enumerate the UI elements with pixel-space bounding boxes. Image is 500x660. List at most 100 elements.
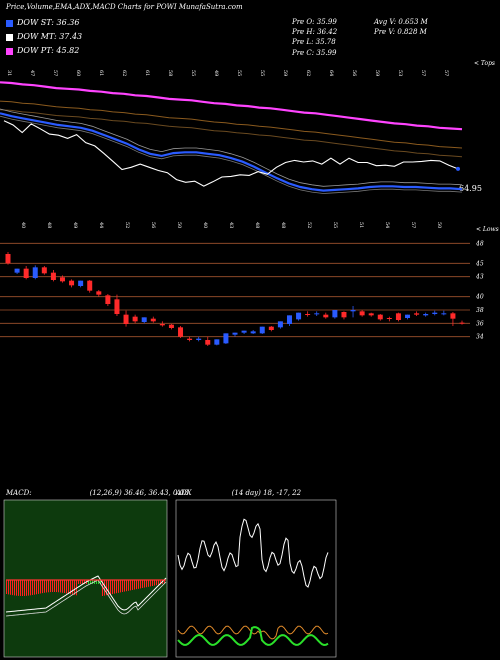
top-tick-label: 57 — [420, 70, 426, 76]
macd-histogram-bar — [8, 580, 9, 595]
legend-dow-st: DOW ST: 36.36 — [6, 18, 79, 27]
top-tick-label: 57 — [52, 70, 58, 76]
macd-histogram-bar — [102, 580, 103, 596]
legend-swatch-blue — [6, 19, 13, 27]
ema-line-grey-2 — [0, 115, 463, 194]
macd-histogram-bar — [62, 580, 63, 593]
macd-histogram-bar — [64, 580, 65, 594]
ema-line-grey-1 — [0, 108, 463, 187]
macd-histogram-bar — [104, 580, 105, 596]
top-tick-label: 61 — [144, 70, 150, 76]
top-tick-label: 47 — [29, 70, 35, 76]
top-tick-label: 59 — [282, 70, 288, 76]
macd-histogram-bar — [68, 580, 69, 594]
ema-line-brown-1 — [0, 100, 463, 149]
macd-histogram-bar — [146, 580, 147, 588]
bottom-tick-label: 44 — [98, 222, 104, 228]
bottom-tick-label: 43 — [228, 222, 234, 228]
candle-body — [159, 324, 165, 326]
candle-body — [250, 331, 256, 334]
candle-body — [359, 311, 365, 316]
macd-histogram-bar — [38, 580, 39, 594]
candle-body — [305, 314, 311, 315]
macd-histogram-bar — [66, 580, 67, 594]
macd-histogram-bar — [32, 580, 33, 596]
candle-body — [386, 318, 392, 319]
macd-histogram-bar — [118, 580, 119, 593]
macd-line — [5, 575, 167, 613]
bottom-tick-label: 49 — [72, 222, 78, 228]
candle-body — [423, 314, 429, 316]
macd-histogram-bar — [128, 580, 129, 591]
macd-histogram-bar — [134, 580, 135, 590]
tops-label: < Tops — [474, 60, 496, 67]
macd-title: MACD: (12,26,9) 36.46, 36.43, 0.03 — [6, 489, 189, 497]
candle-body — [395, 313, 401, 320]
bottom-tick-label: 48 — [280, 222, 286, 228]
macd-histogram-bar — [12, 580, 13, 596]
candle-body — [168, 324, 174, 328]
candle-body — [232, 332, 238, 335]
top-tick-label: 31 — [6, 70, 12, 76]
stat-low: Pre L: 35.78 — [292, 38, 336, 47]
macd-histogram-bar — [44, 580, 45, 593]
candle-body — [59, 277, 65, 282]
macd-histogram-bar — [22, 580, 23, 596]
stats-ohlc: Pre O: 35.99 Pre H: 36.42 Pre L: 35.78 P… — [292, 17, 337, 58]
candle-body — [259, 326, 265, 334]
macd-histogram-bar — [164, 580, 165, 584]
candle-body — [196, 338, 202, 340]
candle-body — [78, 280, 84, 286]
macd-histogram-bar — [98, 580, 99, 584]
macd-histogram-bar — [24, 580, 25, 596]
candle-body — [405, 314, 411, 318]
candle-body — [241, 330, 247, 333]
macd-signal-line — [5, 579, 167, 617]
macd-histogram-bar — [92, 580, 93, 584]
macd-histogram-bar — [18, 580, 19, 596]
candle-body — [187, 338, 193, 340]
macd-histogram-bar — [26, 580, 27, 596]
chart-title: Price,Volume,EMA,ADX,MACD Charts for POW… — [6, 3, 243, 11]
top-tick-label: 53 — [397, 70, 403, 76]
candle-body — [459, 322, 465, 324]
candle-body — [314, 313, 320, 315]
top-tick-label: 55 — [236, 70, 242, 76]
candle-body — [414, 313, 420, 315]
legend-dow-pt: DOW PT: 45.82 — [6, 46, 79, 55]
ema-line-magenta — [0, 81, 463, 131]
top-tick-label: 61 — [98, 70, 104, 76]
candle-body — [96, 291, 102, 295]
bottom-tick-label: 57 — [410, 222, 416, 228]
macd-histogram-bar — [142, 580, 143, 588]
top-tick-label: 60 — [75, 70, 81, 76]
macd-panel-bg — [3, 499, 168, 658]
macd-histogram-bar — [54, 580, 55, 593]
macd-histogram-bar — [122, 580, 123, 592]
macd-histogram-bar — [126, 580, 127, 592]
y-axis-label: 36 — [476, 320, 484, 327]
macd-histogram-bar — [132, 580, 133, 590]
candle-body — [123, 314, 129, 324]
macd-histogram-bar — [152, 580, 153, 586]
top-tick-label: 62 — [305, 70, 311, 76]
macd-histogram-bar — [88, 580, 89, 584]
legend-label: DOW MT: 37.43 — [17, 32, 83, 41]
macd-histogram-bar — [48, 580, 49, 593]
legend-label: DOW PT: 45.82 — [17, 46, 80, 55]
bottom-tick-label: 48 — [46, 222, 52, 228]
adx-title: ADX (14 day) 18, -17, 22 — [176, 489, 301, 497]
candle-body — [441, 313, 447, 315]
macd-histogram-bar — [140, 580, 141, 589]
candle-body — [178, 327, 184, 337]
bottom-tick-label: 52 — [306, 222, 312, 228]
bottom-tick-label: 54 — [384, 222, 390, 228]
y-axis-label: 34 — [476, 334, 484, 341]
macd-histogram-bar — [72, 580, 73, 595]
macd-histogram-bar — [58, 580, 59, 593]
top-tick-label: 59 — [374, 70, 380, 76]
bottom-tick-label: 50 — [436, 222, 442, 228]
candle-body — [5, 254, 11, 264]
macd-histogram-bar — [70, 580, 71, 595]
